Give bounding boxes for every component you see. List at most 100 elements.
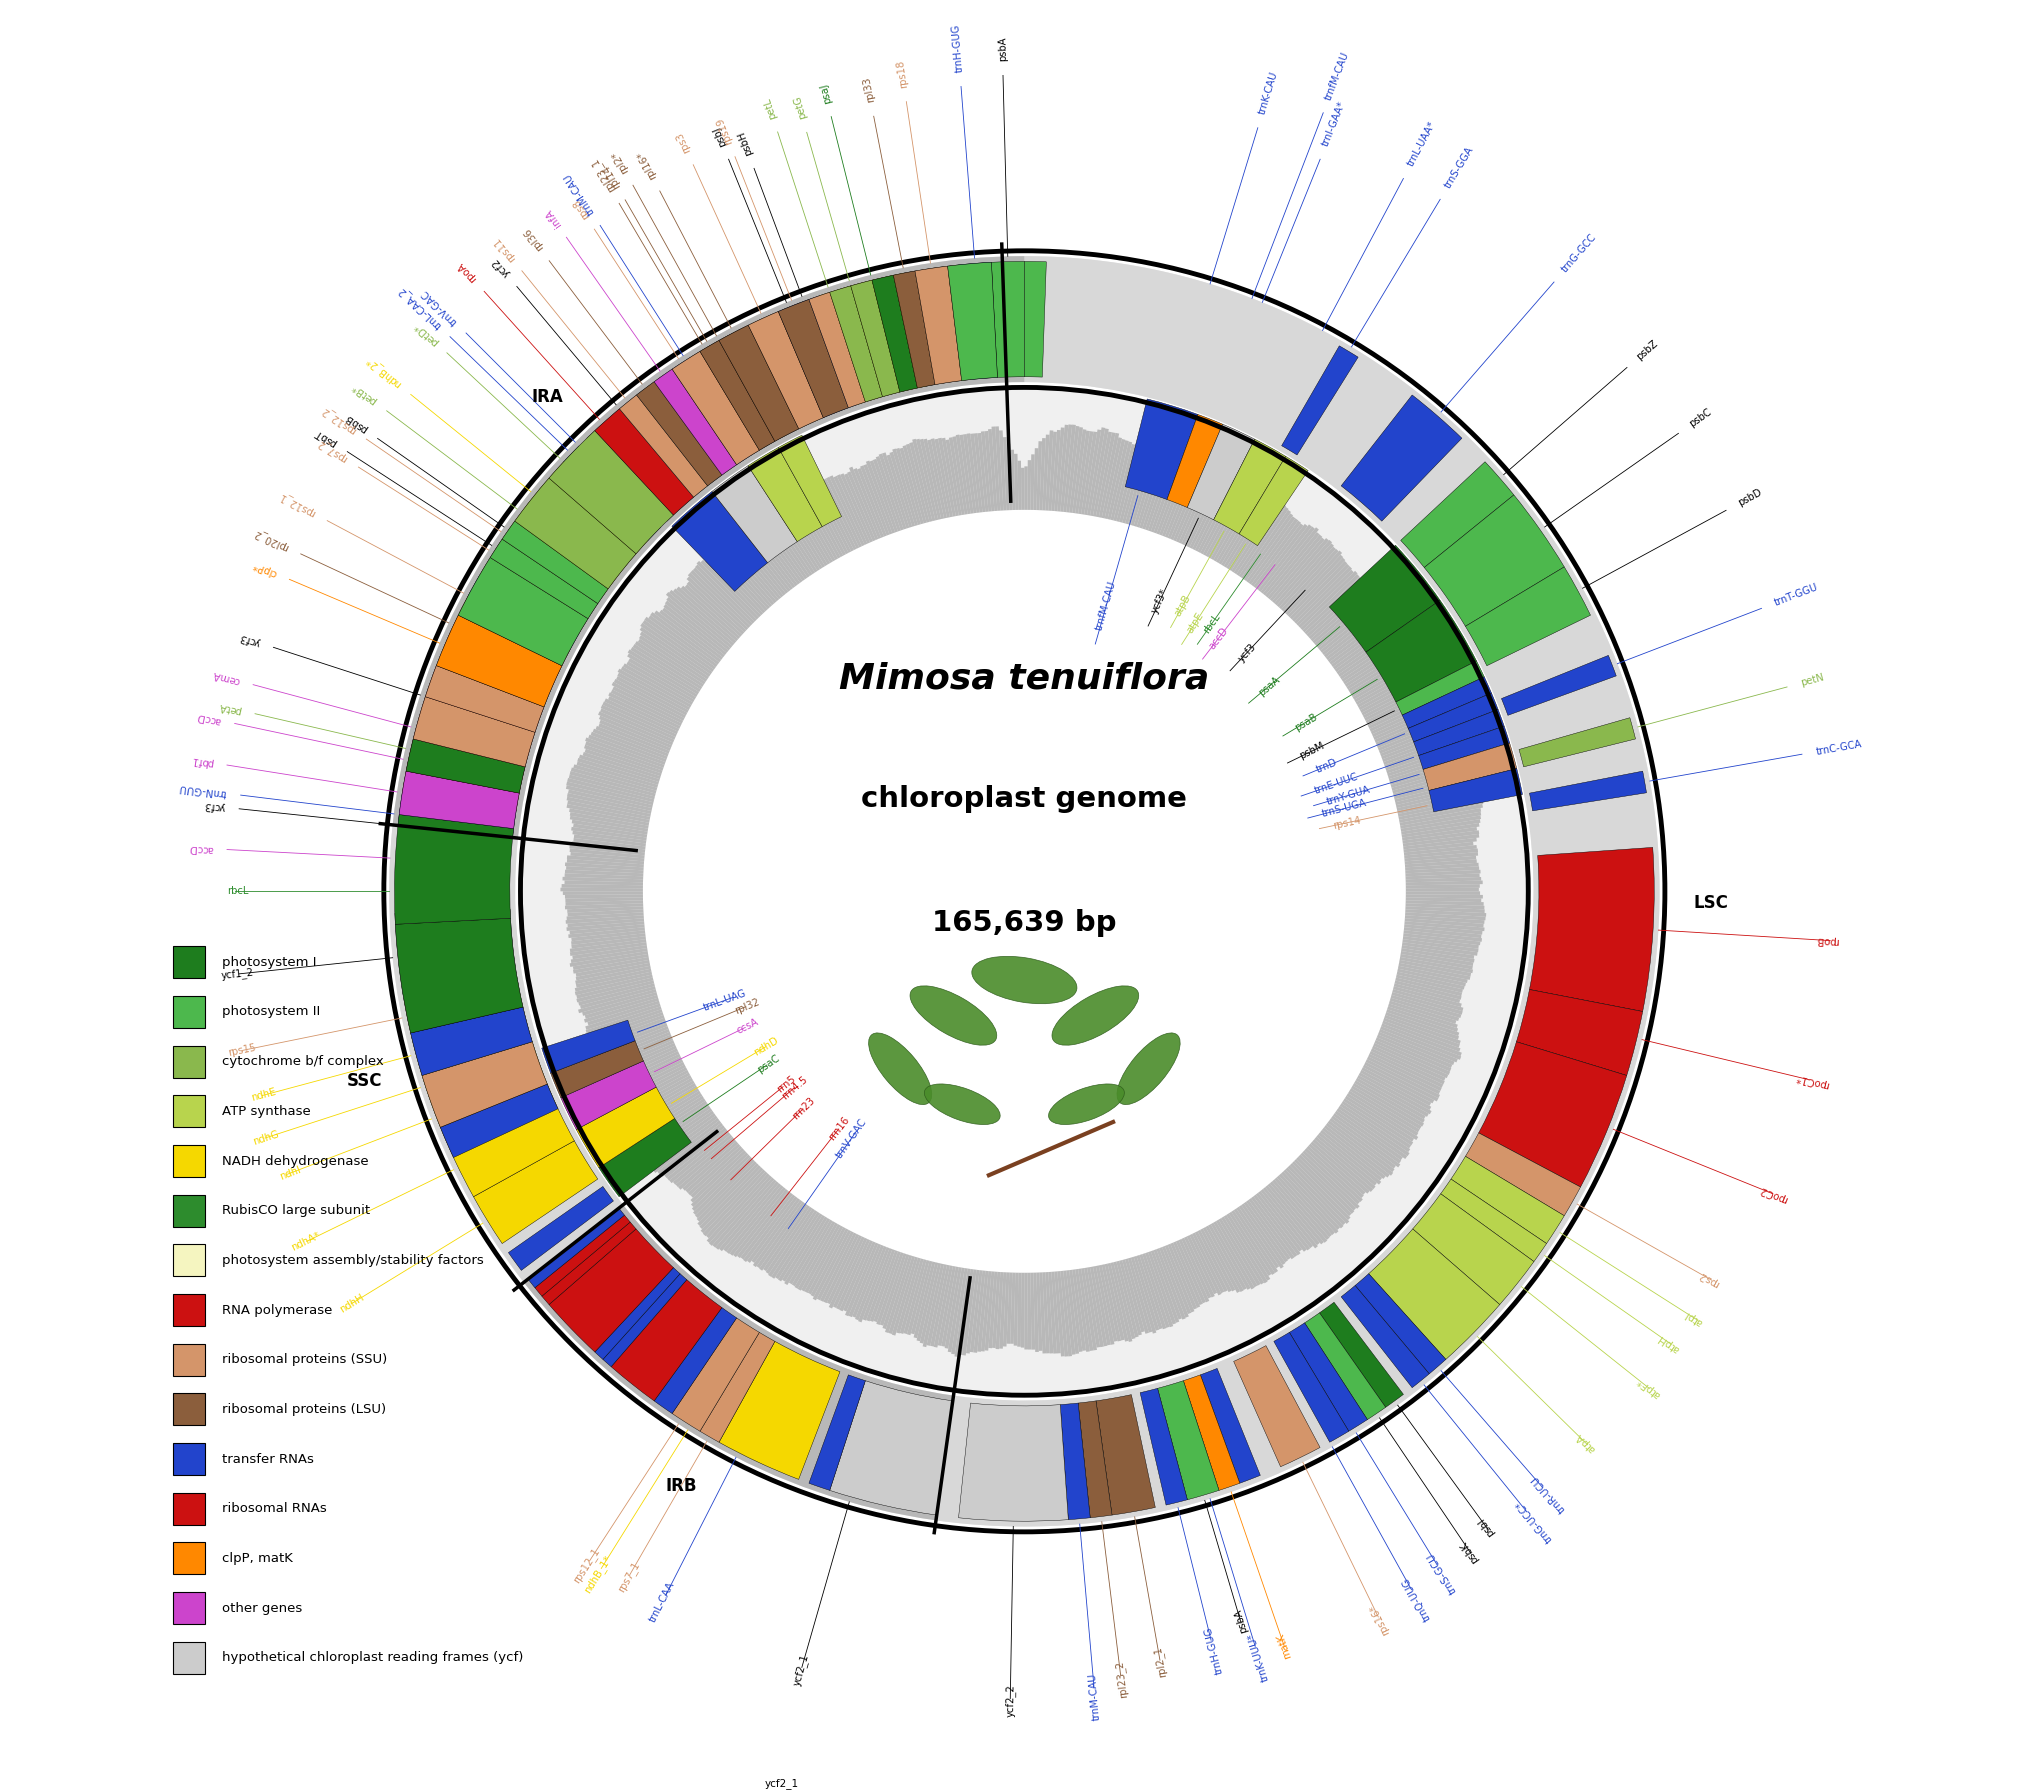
Wedge shape [733, 1190, 788, 1258]
Wedge shape [1206, 482, 1248, 557]
Wedge shape [1403, 926, 1480, 939]
Wedge shape [840, 473, 873, 543]
Wedge shape [999, 430, 1007, 511]
Wedge shape [1370, 699, 1441, 735]
Wedge shape [708, 324, 798, 446]
Wedge shape [1072, 1269, 1086, 1351]
Wedge shape [909, 443, 932, 521]
Wedge shape [1305, 582, 1364, 636]
Wedge shape [702, 1170, 765, 1236]
Text: LSC: LSC [1693, 894, 1728, 912]
Wedge shape [1395, 661, 1484, 715]
Wedge shape [570, 934, 646, 944]
Text: psbJ: psbJ [710, 125, 727, 149]
Text: ribosomal proteins (LSU): ribosomal proteins (LSU) [221, 1403, 386, 1416]
Wedge shape [566, 912, 644, 919]
Text: rps12_2: rps12_2 [319, 403, 357, 435]
Wedge shape [585, 1004, 660, 1030]
Text: trnS-GCU: trnS-GCU [1425, 1550, 1458, 1595]
Text: ndhB_2*: ndhB_2* [363, 355, 404, 389]
Wedge shape [1186, 1235, 1216, 1294]
Text: rps12_1: rps12_1 [570, 1546, 601, 1586]
Wedge shape [851, 280, 899, 396]
Text: trnQ-UUG: trnQ-UUG [1399, 1575, 1431, 1622]
Wedge shape [1403, 830, 1478, 844]
Wedge shape [1060, 425, 1072, 513]
Wedge shape [715, 1179, 775, 1249]
Wedge shape [771, 507, 816, 572]
Text: accD: accD [195, 710, 221, 726]
Wedge shape [1405, 876, 1480, 882]
Wedge shape [1281, 346, 1358, 455]
Text: trnM-CAU: trnM-CAU [1088, 1672, 1102, 1720]
Wedge shape [1279, 547, 1336, 609]
Wedge shape [566, 907, 644, 912]
Text: psbH: psbH [735, 129, 753, 158]
Wedge shape [1356, 1075, 1427, 1116]
Text: atpI: atpI [1683, 1308, 1703, 1328]
Wedge shape [644, 616, 715, 670]
Wedge shape [570, 935, 646, 948]
Wedge shape [1072, 430, 1086, 513]
Wedge shape [579, 989, 656, 1012]
Wedge shape [1374, 1038, 1451, 1072]
Ellipse shape [1116, 1032, 1179, 1104]
Wedge shape [1348, 650, 1413, 692]
Text: petD*: petD* [412, 319, 441, 348]
Wedge shape [1293, 566, 1352, 624]
Wedge shape [737, 1192, 790, 1258]
Wedge shape [570, 943, 646, 955]
Wedge shape [1352, 1082, 1423, 1127]
Wedge shape [1403, 921, 1484, 932]
Wedge shape [1466, 566, 1589, 667]
Wedge shape [508, 462, 648, 597]
Wedge shape [1127, 1258, 1151, 1333]
Wedge shape [1338, 629, 1405, 677]
Wedge shape [713, 1177, 773, 1247]
Wedge shape [743, 527, 792, 590]
Wedge shape [1119, 443, 1143, 523]
Wedge shape [1137, 1254, 1161, 1330]
Wedge shape [995, 426, 1003, 511]
Wedge shape [1054, 1271, 1064, 1357]
Wedge shape [865, 461, 895, 534]
Wedge shape [621, 667, 690, 708]
Wedge shape [668, 590, 735, 645]
Wedge shape [1397, 971, 1464, 989]
Wedge shape [599, 724, 670, 754]
Wedge shape [958, 1403, 1068, 1521]
Wedge shape [747, 1197, 798, 1263]
Wedge shape [1297, 572, 1356, 627]
Wedge shape [1354, 1274, 1445, 1374]
Wedge shape [696, 1163, 759, 1226]
Wedge shape [1362, 679, 1433, 719]
Wedge shape [1399, 957, 1472, 973]
Wedge shape [875, 1253, 903, 1324]
Wedge shape [1084, 430, 1100, 514]
Wedge shape [686, 581, 743, 634]
Wedge shape [934, 439, 952, 518]
Wedge shape [1374, 1039, 1449, 1075]
Wedge shape [844, 1242, 877, 1317]
Wedge shape [1273, 539, 1332, 606]
Wedge shape [1352, 658, 1421, 699]
Wedge shape [1060, 1403, 1090, 1520]
Wedge shape [1376, 1032, 1453, 1064]
Wedge shape [566, 858, 644, 867]
Wedge shape [508, 1186, 613, 1271]
Wedge shape [619, 394, 706, 496]
Wedge shape [1366, 600, 1476, 702]
Wedge shape [847, 471, 877, 539]
Wedge shape [1147, 1251, 1175, 1324]
Wedge shape [1238, 457, 1307, 545]
Wedge shape [729, 1186, 786, 1256]
Wedge shape [873, 1251, 901, 1322]
Text: ndhD: ndhD [751, 1036, 780, 1057]
Wedge shape [566, 778, 654, 803]
Ellipse shape [909, 986, 997, 1045]
Wedge shape [690, 346, 767, 455]
Wedge shape [976, 434, 989, 513]
Wedge shape [611, 1279, 721, 1401]
Text: rps18: rps18 [895, 59, 909, 88]
Text: accD: accD [1206, 625, 1230, 650]
